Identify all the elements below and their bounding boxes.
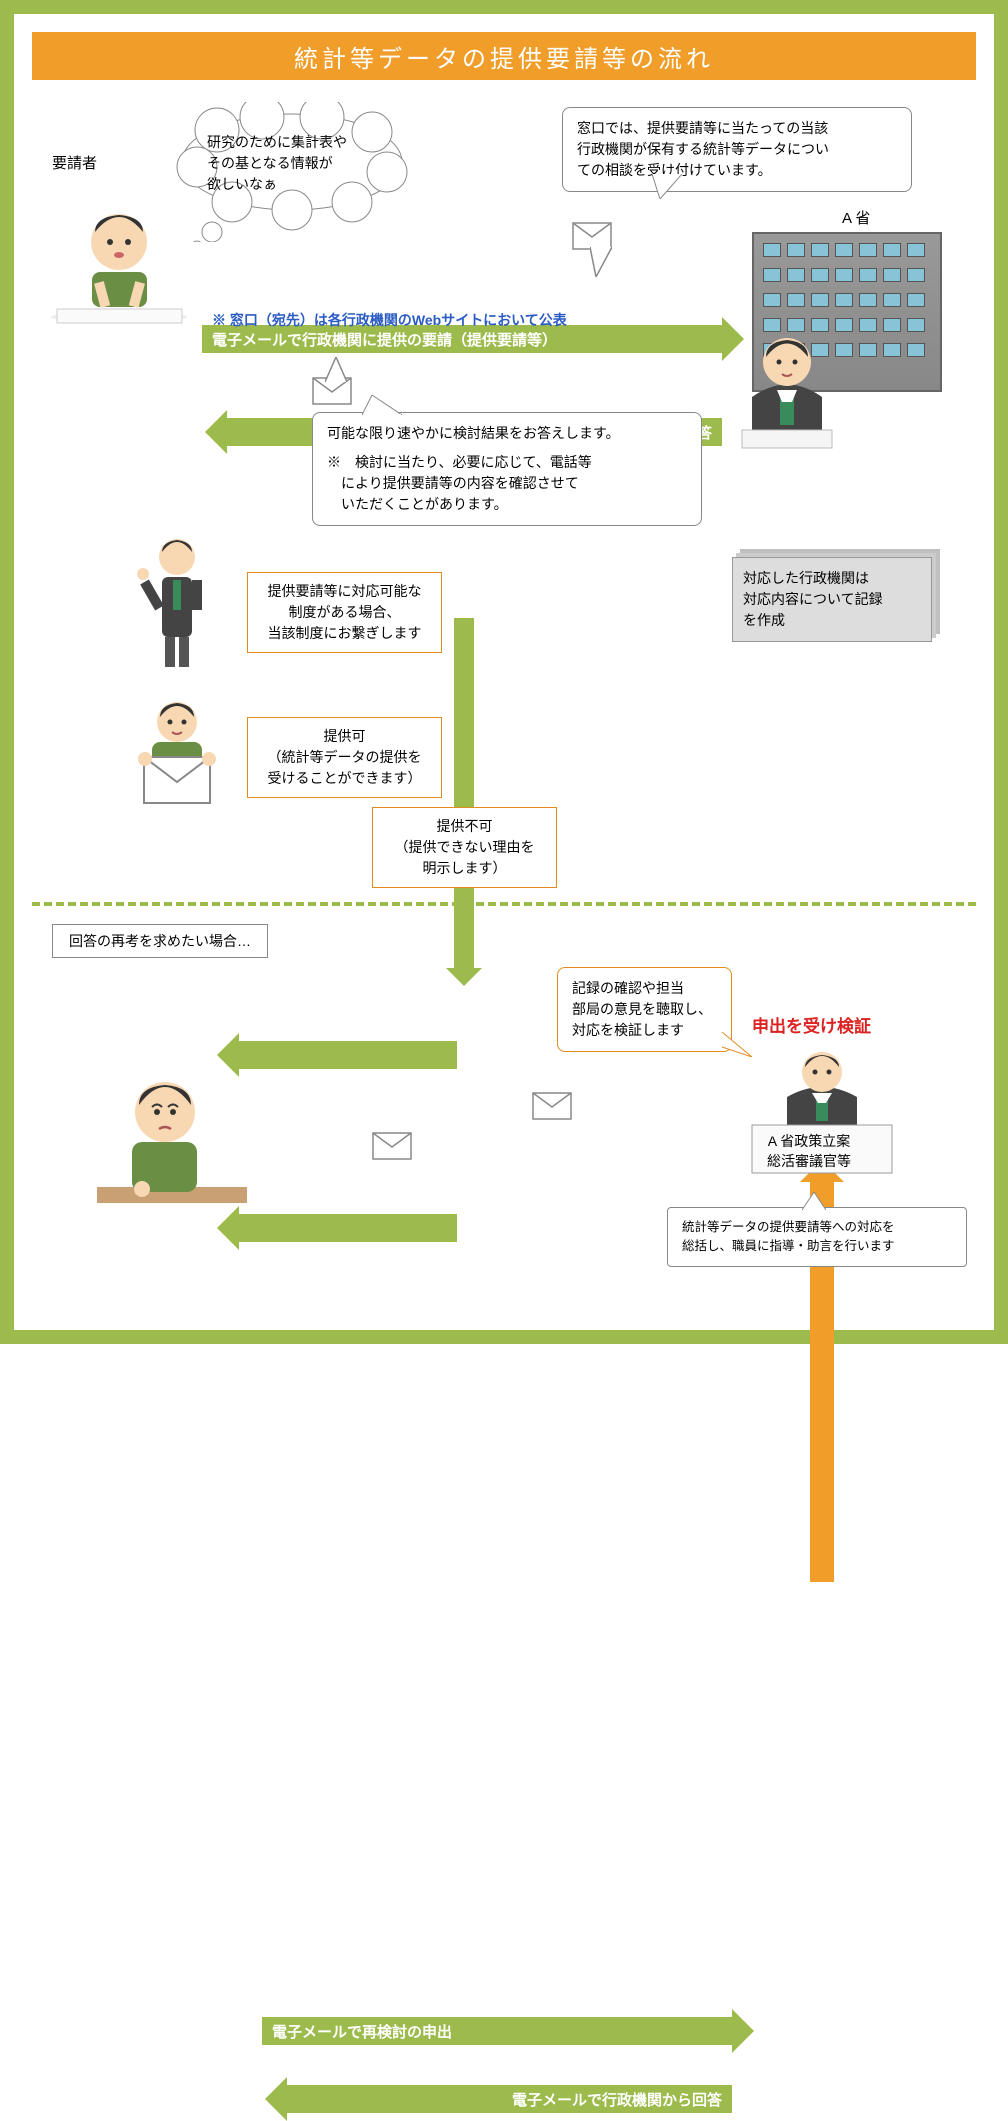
- requester-label: 要請者: [52, 152, 97, 173]
- office-label: A 省政策立案 総活審議官等: [767, 1132, 851, 1171]
- outcome-box2: 提供可 （統計等データの提供を 受けることができます）: [247, 717, 442, 798]
- worried-person-icon: [87, 1057, 247, 1217]
- diagram-frame: 統計等データの提供要請等の流れ 要請者 研究のために集計表や その基となる情報が…: [0, 0, 1008, 1344]
- callout-mid-line2: ※ 検討に当たり、必要に応じて、電話等 により提供要請等の内容を確認させて いた…: [327, 452, 687, 515]
- envelope-tail-icon: [590, 247, 612, 277]
- divider-label: 回答の再考を求めたい場合…: [52, 924, 268, 958]
- arrow-reconsider-text: 電子メールで再検討の申出: [272, 2021, 452, 2042]
- arrow-reconsider-reply-text: 電子メールで行政機関から回答: [512, 2089, 722, 2110]
- title-bar: 統計等データの提供要請等の流れ: [32, 32, 976, 80]
- outcome-box1: 提供要請等に対応可能な 制度がある場合、 当該制度にお繋ぎします: [247, 572, 442, 653]
- arrow-branch2: [239, 1214, 457, 1242]
- arrow-reconsider-reply: 電子メールで行政機関から回答: [287, 2085, 732, 2113]
- callout-top-right: 窓口では、提供要請等に当たっての当該 行政機関が保有する統計等データについ ての…: [562, 107, 912, 192]
- callout-mid: 可能な限り速やかに検討結果をお答えします。 ※ 検討に当たり、必要に応じて、電話…: [312, 412, 702, 526]
- page-title: 統計等データの提供要請等の流れ: [294, 39, 714, 74]
- arrow-request-note: ※ 窓口（宛先）は各行政機関のWebサイトにおいて公表: [212, 310, 567, 330]
- envelope-icon: [372, 1132, 412, 1160]
- callout-verify: 記録の確認や担当 部局の意見を聴取し、 対応を検証します: [557, 967, 732, 1052]
- callout-mid-line1: 可能な限り速やかに検討結果をお答えします。: [327, 423, 687, 444]
- section-divider: [32, 902, 976, 906]
- arrow-branch1: [239, 1041, 457, 1069]
- businessman-icon: [137, 522, 217, 672]
- requester-icon: [47, 187, 192, 332]
- person-envelope-icon: [122, 687, 232, 807]
- office-note: 統計等データの提供要請等への対応を 総括し、職員に指導・助言を行います: [667, 1207, 967, 1267]
- outcome-box3: 提供不可 （提供できない理由を 明示します）: [372, 807, 557, 888]
- envelope-icon: [532, 1092, 572, 1120]
- arrow-stem-down: [454, 618, 474, 968]
- arrow-request-text: 電子メールで行政機関に提供の要請（提供要請等）: [212, 329, 557, 350]
- diagram-inner: 統計等データの提供要請等の流れ 要請者 研究のために集計表や その基となる情報が…: [32, 32, 976, 1312]
- envelope-icon: [572, 222, 612, 250]
- ministry-label: A 省: [842, 207, 870, 228]
- callout-tail-icon: [652, 174, 682, 199]
- thought-text: 研究のために集計表や その基となる情報が 欲しいなぁ: [207, 132, 347, 195]
- record-box: 対応した行政機関は 対応内容について記録 を作成: [732, 557, 932, 642]
- callout-tail-icon: [362, 395, 402, 415]
- arrow-reconsider: 電子メールで再検討の申出: [262, 2017, 732, 2045]
- envelope-tail-icon: [325, 357, 347, 382]
- verify-red-text: 申出を受け検証: [752, 1012, 871, 1037]
- callout-tail-icon: [802, 1192, 826, 1210]
